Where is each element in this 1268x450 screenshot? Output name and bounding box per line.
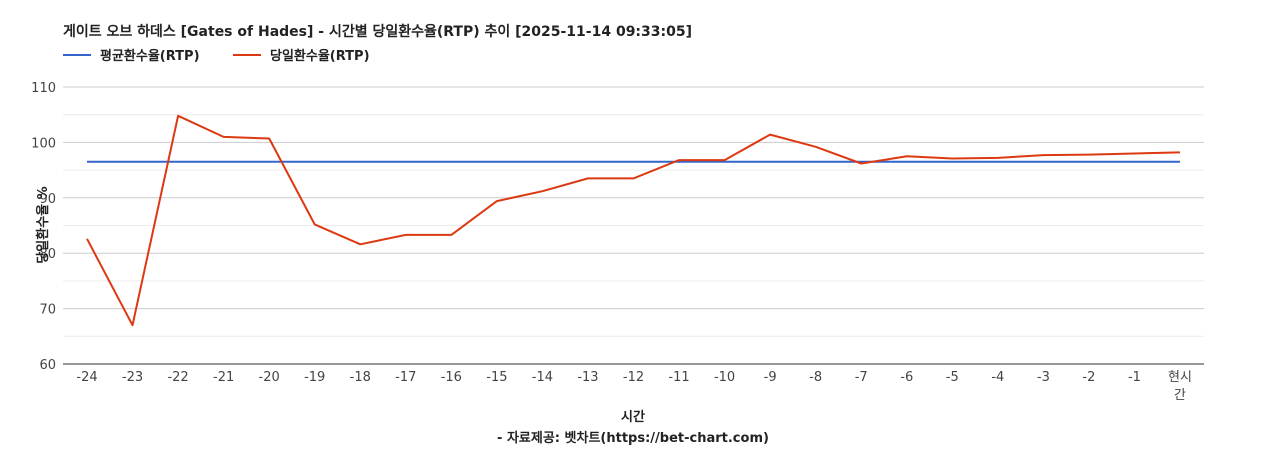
y-axis-label: 당일환수율 %	[35, 186, 51, 263]
x-tick-label: -6	[900, 370, 913, 385]
x-tick-label: -23	[122, 370, 143, 385]
x-tick-label: -7	[855, 370, 868, 385]
series-line-daily-rtp	[86, 114, 1181, 327]
y-tick-label: 70	[39, 303, 56, 318]
x-tick-label: -8	[809, 370, 822, 385]
x-axis-ticks: -24 -23 -22 -21 -20 -19 -18 -17 -16 -15 -14 -13 -12 -…	[76, 370, 1192, 403]
y-tick-label: 110	[31, 81, 56, 96]
source-note: - 자료제공: 벳차트(https://bet-chart.com)	[497, 430, 769, 446]
x-tick-label: -5	[946, 370, 959, 385]
x-tick-label: -21	[213, 370, 234, 385]
y-axis-ticks: 60 70 80 90 100 110	[31, 81, 56, 373]
x-axis-label: 시간	[621, 409, 645, 425]
x-tick-label: -11	[668, 370, 689, 385]
x-tick-label: -18	[350, 370, 371, 385]
x-tick-label: -22	[167, 370, 188, 385]
x-tick-label: -16	[441, 370, 462, 385]
x-tick-label: -17	[395, 370, 416, 385]
legend-item-average-rtp[interactable]: 평균환수율(RTP)	[63, 48, 200, 64]
x-tick-label: -19	[304, 370, 325, 385]
x-tick-label: -2	[1082, 370, 1095, 385]
y-tick-label: 100	[31, 136, 56, 151]
chart-title: 게이트 오브 하데스 [Gates of Hades] - 시간별 당일환수율(…	[63, 23, 692, 40]
x-tick-label: -15	[486, 370, 507, 385]
y-tick-label: 90	[39, 192, 56, 207]
grid	[63, 86, 1204, 365]
legend-item-daily-rtp[interactable]: 당일환수율(RTP)	[233, 48, 370, 64]
x-tick-label: -14	[532, 370, 553, 385]
legend: 평균환수율(RTP) 당일환수율(RTP)	[63, 48, 370, 64]
x-tick-label: -1	[1128, 370, 1141, 385]
x-tick-label: -4	[991, 370, 1004, 385]
x-tick-label: 현시 간	[1168, 370, 1192, 403]
x-tick-label: -13	[577, 370, 598, 385]
legend-label: 평균환수율(RTP)	[100, 48, 200, 64]
x-tick-label: -3	[1037, 370, 1050, 385]
x-tick-label: -24	[76, 370, 97, 385]
x-tick-label: -12	[623, 370, 644, 385]
y-tick-label: 80	[39, 247, 56, 262]
y-tick-label: 60	[39, 358, 56, 373]
series-group	[86, 114, 1181, 327]
x-tick-label: -9	[764, 370, 777, 385]
legend-label: 당일환수율(RTP)	[270, 48, 370, 64]
x-tick-label: -10	[714, 370, 735, 385]
x-tick-label: -20	[259, 370, 280, 385]
